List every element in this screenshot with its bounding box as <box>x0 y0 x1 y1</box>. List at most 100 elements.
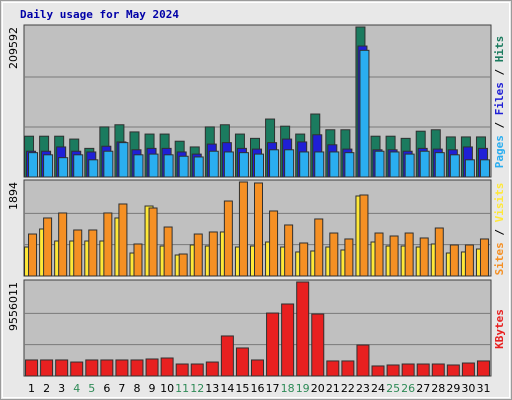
bar <box>329 232 339 277</box>
x-tick-label: 7 <box>118 382 125 395</box>
bar <box>269 149 280 178</box>
bar <box>178 253 188 277</box>
legend: Pages / Files / Hits <box>493 36 506 169</box>
bar <box>419 237 429 277</box>
bar <box>251 359 264 377</box>
bar <box>404 232 414 277</box>
x-tick-label: 18 <box>281 382 295 395</box>
bar <box>43 154 54 178</box>
x-tick-label: 6 <box>103 382 110 395</box>
bar <box>479 238 489 277</box>
legend: Sites / Visits <box>493 183 506 276</box>
bar <box>175 363 189 377</box>
bar <box>100 359 114 377</box>
bar <box>464 244 474 277</box>
bar <box>344 238 354 277</box>
bar <box>28 152 39 178</box>
bar <box>103 212 113 277</box>
bar <box>464 159 475 178</box>
bar <box>449 154 460 178</box>
bar <box>479 159 490 178</box>
x-tick-label: 14 <box>220 382 234 395</box>
bar <box>326 360 340 377</box>
bar <box>254 153 264 178</box>
bar <box>208 150 219 178</box>
bar <box>389 151 400 178</box>
bar <box>374 232 384 277</box>
bar <box>235 347 249 377</box>
bar <box>130 359 144 377</box>
bar <box>88 159 99 178</box>
bar <box>284 149 295 178</box>
bar <box>178 155 189 178</box>
legend-entry: Visits <box>493 183 506 223</box>
bar <box>160 357 174 377</box>
bar <box>254 182 263 277</box>
x-tick-label: 24 <box>371 382 385 395</box>
bar <box>43 217 53 277</box>
y-tick-label: 209592 <box>7 27 20 69</box>
bar <box>55 359 69 377</box>
bar <box>341 360 355 377</box>
bar <box>70 361 84 377</box>
x-tick-label: 11 <box>175 382 189 395</box>
bar <box>431 363 445 377</box>
legend-entry: Pages <box>493 135 506 168</box>
bar <box>296 281 310 377</box>
x-tick-label: 9 <box>149 382 156 395</box>
x-tick-label: 5 <box>88 382 95 395</box>
bar <box>269 210 279 277</box>
bar <box>434 152 445 178</box>
bar <box>329 151 340 178</box>
bar <box>314 151 325 178</box>
bar <box>73 229 83 277</box>
bar <box>208 231 218 277</box>
bar <box>461 362 475 377</box>
x-tick-label: 26 <box>401 382 415 395</box>
x-tick-label: 10 <box>160 382 174 395</box>
bar <box>266 312 280 377</box>
bar <box>284 224 294 277</box>
bar <box>299 151 310 178</box>
legend-entry: Hits <box>493 36 506 63</box>
x-tick-label: 3 <box>58 382 65 395</box>
bar <box>145 358 159 377</box>
y-tick-label: 9556011 <box>7 282 20 331</box>
bar <box>359 49 370 178</box>
x-tick-label: 30 <box>461 382 475 395</box>
bar <box>58 212 68 277</box>
bar <box>238 181 248 277</box>
bar <box>416 363 430 377</box>
bar <box>85 359 99 377</box>
bar <box>299 242 309 277</box>
bar <box>434 227 444 277</box>
bar <box>449 244 459 277</box>
bar <box>281 303 295 377</box>
x-tick-label: 29 <box>446 382 460 395</box>
legend-separator: / <box>493 222 506 242</box>
bar <box>133 154 144 178</box>
bar <box>133 243 143 277</box>
bar <box>314 218 324 277</box>
x-tick-label: 23 <box>356 382 370 395</box>
x-tick-label: 22 <box>341 382 355 395</box>
bar <box>163 154 174 178</box>
x-tick-label: 27 <box>416 382 430 395</box>
legend: KBytes <box>493 309 506 349</box>
bar <box>359 194 369 277</box>
bar <box>163 226 173 277</box>
bar <box>88 229 98 277</box>
bar <box>118 142 129 178</box>
y-tick-label: 1894 <box>7 182 20 210</box>
bar <box>103 150 114 178</box>
bar <box>238 152 249 178</box>
bar <box>25 359 39 377</box>
bar <box>386 364 400 377</box>
x-tick-label: 20 <box>311 382 325 395</box>
x-tick-label: 16 <box>251 382 265 395</box>
x-tick-label: 15 <box>235 382 249 395</box>
bar <box>148 153 159 178</box>
bar <box>311 313 325 377</box>
